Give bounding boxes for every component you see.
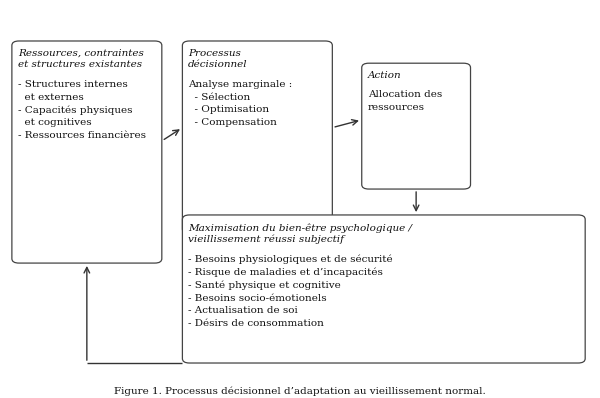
FancyBboxPatch shape — [182, 41, 332, 234]
FancyBboxPatch shape — [12, 41, 162, 263]
Text: Analyse marginale :
  - Sélection
  - Optimisation
  - Compensation: Analyse marginale : - Sélection - Optimi… — [188, 80, 293, 127]
Text: Ressources, contraintes
et structures existantes: Ressources, contraintes et structures ex… — [18, 49, 143, 69]
Text: Processus
décisionnel: Processus décisionnel — [188, 49, 248, 69]
Text: Allocation des
ressources: Allocation des ressources — [368, 90, 442, 112]
FancyBboxPatch shape — [362, 63, 470, 189]
Text: Maximisation du bien-être psychologique /
vieillissement réussi subjectif: Maximisation du bien-être psychologique … — [188, 223, 412, 244]
FancyBboxPatch shape — [182, 215, 585, 363]
Text: Figure 1. Processus décisionnel d’adaptation au vieillissement normal.: Figure 1. Processus décisionnel d’adapta… — [114, 386, 486, 396]
Text: - Besoins physiologiques et de sécurité
- Risque de maladies et d’incapacités
- : - Besoins physiologiques et de sécurité … — [188, 254, 393, 328]
Text: Action: Action — [368, 71, 401, 80]
Text: - Structures internes
  et externes
- Capacités physiques
  et cognitives
- Ress: - Structures internes et externes - Capa… — [18, 80, 146, 140]
